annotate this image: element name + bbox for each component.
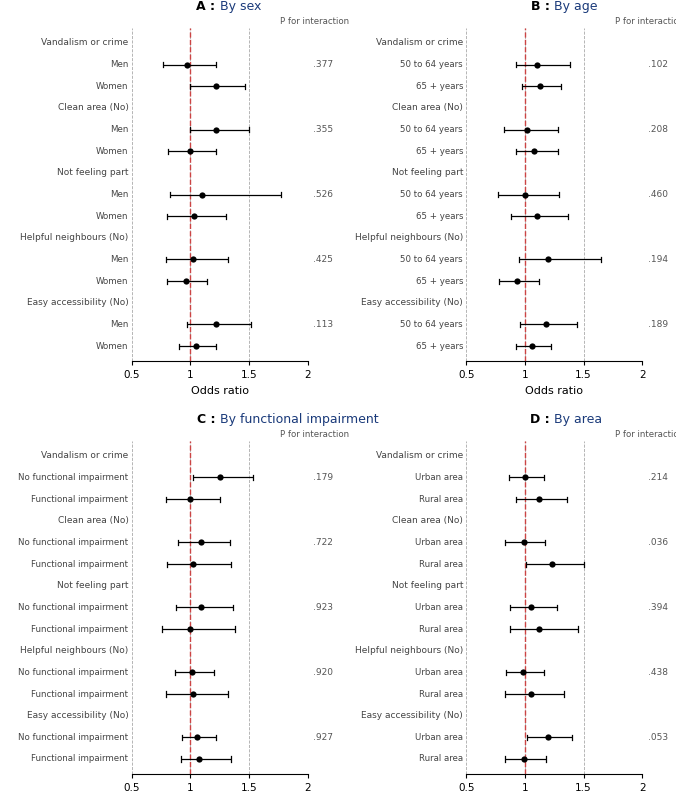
Text: .460: .460 bbox=[648, 190, 668, 199]
Text: Helpful neighbours (No): Helpful neighbours (No) bbox=[20, 646, 128, 655]
Text: Rural area: Rural area bbox=[419, 560, 463, 569]
Text: Men: Men bbox=[110, 190, 128, 199]
Text: No functional impairment: No functional impairment bbox=[18, 603, 128, 612]
X-axis label: Odds ratio: Odds ratio bbox=[191, 386, 249, 396]
Text: C :: C : bbox=[197, 414, 220, 426]
Text: .526: .526 bbox=[313, 190, 333, 199]
Text: Easy accessibility (No): Easy accessibility (No) bbox=[361, 299, 463, 307]
Text: 65 + years: 65 + years bbox=[416, 341, 463, 351]
Text: Women: Women bbox=[96, 147, 128, 156]
Text: .036: .036 bbox=[648, 538, 668, 547]
Text: 50 to 64 years: 50 to 64 years bbox=[400, 125, 463, 134]
Text: Vandalism or crime: Vandalism or crime bbox=[376, 451, 463, 461]
Text: Easy accessibility (No): Easy accessibility (No) bbox=[361, 711, 463, 720]
Text: Women: Women bbox=[96, 82, 128, 91]
Text: Helpful neighbours (No): Helpful neighbours (No) bbox=[355, 233, 463, 242]
Text: No functional impairment: No functional impairment bbox=[18, 733, 128, 742]
Text: Easy accessibility (No): Easy accessibility (No) bbox=[26, 711, 128, 720]
Text: Vandalism or crime: Vandalism or crime bbox=[376, 38, 463, 48]
Text: Not feeling part: Not feeling part bbox=[391, 581, 463, 590]
Text: Urban area: Urban area bbox=[415, 473, 463, 482]
Text: Men: Men bbox=[110, 60, 128, 69]
Text: 65 + years: 65 + years bbox=[416, 82, 463, 91]
Text: Functional impairment: Functional impairment bbox=[32, 495, 128, 503]
Text: 50 to 64 years: 50 to 64 years bbox=[400, 320, 463, 329]
Text: .102: .102 bbox=[648, 60, 668, 69]
Text: .208: .208 bbox=[648, 125, 668, 134]
Text: By area: By area bbox=[554, 414, 602, 426]
Text: 65 + years: 65 + years bbox=[416, 212, 463, 221]
Text: By sex: By sex bbox=[220, 1, 261, 13]
Text: .394: .394 bbox=[648, 603, 668, 612]
Text: .355: .355 bbox=[313, 125, 333, 134]
Text: .438: .438 bbox=[648, 668, 668, 676]
Text: Women: Women bbox=[96, 276, 128, 286]
Text: Vandalism or crime: Vandalism or crime bbox=[41, 38, 128, 48]
Text: Urban area: Urban area bbox=[415, 603, 463, 612]
Text: 65 + years: 65 + years bbox=[416, 147, 463, 156]
Text: Clean area (No): Clean area (No) bbox=[57, 516, 128, 526]
Text: By age: By age bbox=[554, 1, 598, 13]
Text: .194: .194 bbox=[648, 255, 668, 264]
Text: Rural area: Rural area bbox=[419, 689, 463, 699]
Text: .179: .179 bbox=[313, 473, 333, 482]
Text: Rural area: Rural area bbox=[419, 754, 463, 764]
Text: No functional impairment: No functional impairment bbox=[18, 473, 128, 482]
Text: By functional impairment: By functional impairment bbox=[220, 414, 379, 426]
Text: 65 + years: 65 + years bbox=[416, 276, 463, 286]
Text: Men: Men bbox=[110, 125, 128, 134]
Text: .920: .920 bbox=[313, 668, 333, 676]
Text: A :: A : bbox=[196, 1, 220, 13]
Text: 50 to 64 years: 50 to 64 years bbox=[400, 255, 463, 264]
Text: Women: Women bbox=[96, 212, 128, 221]
Text: P for interaction: P for interaction bbox=[281, 430, 349, 439]
Text: .214: .214 bbox=[648, 473, 667, 482]
Text: Functional impairment: Functional impairment bbox=[32, 560, 128, 569]
Text: .113: .113 bbox=[313, 320, 333, 329]
Text: Rural area: Rural area bbox=[419, 495, 463, 503]
X-axis label: Odds ratio: Odds ratio bbox=[525, 386, 583, 396]
Text: Not feeling part: Not feeling part bbox=[391, 168, 463, 177]
Text: .923: .923 bbox=[313, 603, 333, 612]
Text: No functional impairment: No functional impairment bbox=[18, 538, 128, 547]
Text: D :: D : bbox=[530, 414, 554, 426]
Text: Not feeling part: Not feeling part bbox=[57, 581, 128, 590]
Text: Rural area: Rural area bbox=[419, 625, 463, 634]
Text: Easy accessibility (No): Easy accessibility (No) bbox=[26, 299, 128, 307]
Text: Clean area (No): Clean area (No) bbox=[392, 516, 463, 526]
Text: No functional impairment: No functional impairment bbox=[18, 668, 128, 676]
Text: Clean area (No): Clean area (No) bbox=[392, 103, 463, 113]
Text: .722: .722 bbox=[313, 538, 333, 547]
Text: 50 to 64 years: 50 to 64 years bbox=[400, 190, 463, 199]
Text: Vandalism or crime: Vandalism or crime bbox=[41, 451, 128, 461]
Text: Helpful neighbours (No): Helpful neighbours (No) bbox=[20, 233, 128, 242]
Text: .189: .189 bbox=[648, 320, 668, 329]
Text: .377: .377 bbox=[313, 60, 333, 69]
Text: Urban area: Urban area bbox=[415, 538, 463, 547]
Text: 50 to 64 years: 50 to 64 years bbox=[400, 60, 463, 69]
Text: .425: .425 bbox=[313, 255, 333, 264]
Text: Urban area: Urban area bbox=[415, 733, 463, 742]
Text: .053: .053 bbox=[648, 733, 668, 742]
Text: B :: B : bbox=[531, 1, 554, 13]
Text: Functional impairment: Functional impairment bbox=[32, 689, 128, 699]
Text: Men: Men bbox=[110, 320, 128, 329]
Text: P for interaction: P for interaction bbox=[281, 17, 349, 26]
Text: Not feeling part: Not feeling part bbox=[57, 168, 128, 177]
Text: .927: .927 bbox=[313, 733, 333, 742]
Text: Functional impairment: Functional impairment bbox=[32, 754, 128, 764]
Text: P for interaction: P for interaction bbox=[615, 17, 676, 26]
Text: Functional impairment: Functional impairment bbox=[32, 625, 128, 634]
Text: Men: Men bbox=[110, 255, 128, 264]
Text: P for interaction: P for interaction bbox=[615, 430, 676, 439]
Text: Helpful neighbours (No): Helpful neighbours (No) bbox=[355, 646, 463, 655]
Text: Urban area: Urban area bbox=[415, 668, 463, 676]
Text: Clean area (No): Clean area (No) bbox=[57, 103, 128, 113]
Text: Women: Women bbox=[96, 341, 128, 351]
